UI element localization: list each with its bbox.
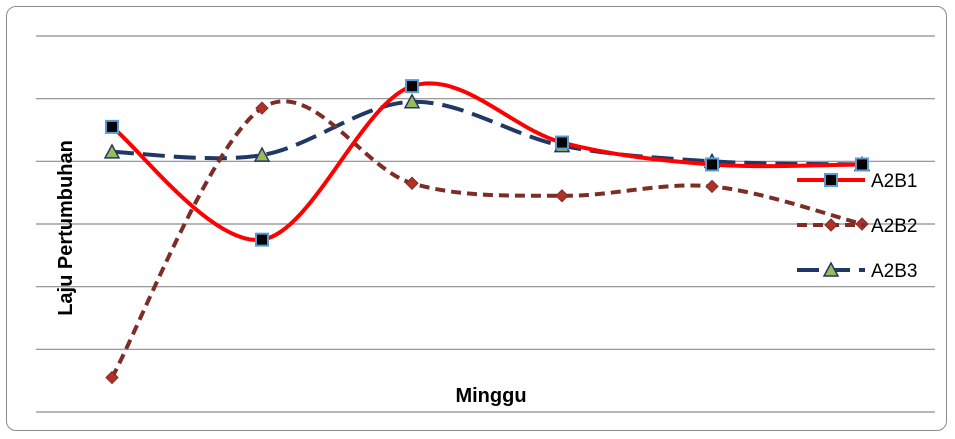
legend-marker xyxy=(822,261,840,277)
series-a2b2 xyxy=(105,99,869,385)
data-point-a2b1 xyxy=(405,79,419,94)
legend-label: A2B3 xyxy=(871,261,917,282)
data-point-a2b3 xyxy=(403,93,421,109)
y-axis-label: Laju Pertumbuhan xyxy=(55,140,77,316)
chart-frame xyxy=(6,6,947,431)
legend: A2B1 A2B2 A2B3 xyxy=(797,171,917,282)
data-point-a2b3 xyxy=(103,143,121,159)
data-point-a2b2 xyxy=(705,179,719,194)
data-point-a2b2 xyxy=(405,176,419,190)
data-point-a2b1 xyxy=(705,157,719,172)
legend-label: A2B1 xyxy=(871,171,917,192)
legend-label: A2B2 xyxy=(871,216,917,237)
x-axis-label: Minggu xyxy=(455,385,526,407)
legend-item-a2b3: A2B3 xyxy=(797,261,917,282)
data-point-a2b2 xyxy=(105,370,119,385)
series-line-a2b2 xyxy=(110,99,863,379)
legend-marker xyxy=(824,218,838,232)
data-point-a2b1 xyxy=(105,119,119,134)
data-point-a2b3 xyxy=(253,146,271,162)
data-point-a2b1 xyxy=(855,157,869,172)
data-point-a2b2 xyxy=(255,101,269,115)
series-line-a2b3 xyxy=(111,99,863,167)
series-lines xyxy=(103,79,871,385)
data-point-a2b1 xyxy=(555,135,569,150)
legend-item-a2b1: A2B1 xyxy=(797,171,917,192)
data-point-a2b2 xyxy=(555,189,569,203)
legend-item-a2b2: A2B2 xyxy=(797,216,917,237)
gridlines xyxy=(36,35,935,413)
legend-marker xyxy=(824,173,838,187)
series-a2b1 xyxy=(105,79,869,247)
data-point-a2b1 xyxy=(255,232,269,247)
